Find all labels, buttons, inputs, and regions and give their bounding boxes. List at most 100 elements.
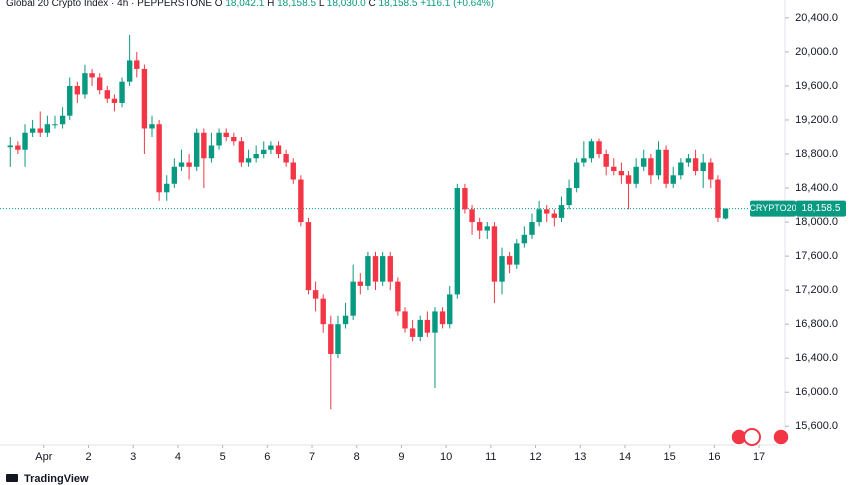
candle bbox=[104, 85, 110, 103]
candle-body bbox=[514, 243, 520, 265]
candle-body bbox=[96, 77, 103, 91]
candle bbox=[7, 136, 13, 167]
brand-logo: TradingView bbox=[6, 473, 89, 485]
candle-body bbox=[648, 158, 654, 176]
candle bbox=[74, 81, 81, 103]
candle bbox=[551, 209, 558, 227]
y-tick-label: 16,400.0 bbox=[795, 352, 838, 364]
candle bbox=[499, 247, 505, 295]
brand-name: TradingView bbox=[24, 473, 89, 485]
candle-body bbox=[566, 188, 572, 206]
candle bbox=[648, 154, 654, 184]
candle-body bbox=[193, 132, 200, 167]
candle bbox=[469, 205, 475, 235]
candle-body bbox=[22, 132, 28, 150]
candle bbox=[223, 128, 229, 142]
x-tick-label: 15 bbox=[664, 451, 676, 463]
candle-body bbox=[275, 145, 282, 155]
candle-body bbox=[663, 149, 669, 184]
candle-body bbox=[641, 158, 647, 167]
event-icon[interactable] bbox=[743, 428, 761, 446]
candle-body bbox=[603, 154, 609, 167]
candle-body bbox=[208, 145, 215, 159]
candle-body bbox=[126, 60, 133, 82]
candle bbox=[29, 119, 36, 137]
candle bbox=[395, 277, 401, 316]
candle bbox=[462, 183, 468, 214]
candle bbox=[491, 222, 498, 303]
candle-body bbox=[104, 90, 110, 99]
candle-body bbox=[29, 128, 36, 133]
price-tag: 18,158.5 bbox=[802, 203, 841, 214]
candle bbox=[529, 213, 535, 240]
candle-body bbox=[722, 208, 729, 219]
candle-body bbox=[521, 234, 528, 244]
candle-body bbox=[462, 188, 468, 210]
candle bbox=[59, 107, 66, 129]
x-tick-label: 5 bbox=[220, 451, 226, 463]
ohlc-key: C bbox=[369, 0, 376, 9]
event-icon[interactable] bbox=[772, 428, 790, 446]
candle-body bbox=[588, 141, 595, 159]
candle bbox=[566, 179, 572, 210]
ohlc-key: L bbox=[319, 0, 325, 9]
x-tick-label: 13 bbox=[574, 451, 586, 463]
candle bbox=[424, 311, 431, 337]
candle bbox=[156, 119, 162, 201]
candle-body bbox=[335, 324, 341, 354]
x-tick-label: 16 bbox=[708, 451, 720, 463]
candle bbox=[603, 149, 609, 176]
candle bbox=[261, 141, 267, 159]
candle bbox=[708, 158, 714, 189]
candle bbox=[186, 154, 192, 180]
candle bbox=[372, 251, 379, 291]
candle-body bbox=[447, 294, 453, 325]
y-tick-label: 20,000.0 bbox=[795, 46, 838, 58]
candle-body bbox=[708, 162, 714, 180]
candle bbox=[37, 111, 43, 137]
candle-body bbox=[283, 154, 289, 163]
candle bbox=[409, 319, 416, 342]
candle bbox=[514, 239, 520, 269]
candle bbox=[700, 154, 706, 189]
legend-header: Global 20 Crypto Index · 4h · PEPPERSTON… bbox=[6, 0, 494, 9]
candle bbox=[715, 175, 721, 223]
candle-body bbox=[372, 256, 379, 282]
candle-body bbox=[82, 73, 88, 95]
candle bbox=[484, 222, 490, 240]
y-tick-label: 17,200.0 bbox=[795, 284, 838, 296]
candle bbox=[558, 196, 565, 223]
candle-body bbox=[320, 298, 326, 325]
candle-body bbox=[186, 162, 192, 167]
candle-body bbox=[573, 162, 580, 189]
candle-body bbox=[611, 166, 617, 172]
candle bbox=[544, 205, 550, 223]
candle-body bbox=[491, 226, 498, 282]
candle bbox=[171, 158, 178, 189]
x-tick-label: 9 bbox=[398, 451, 404, 463]
candle-body bbox=[111, 98, 118, 103]
event-icons[interactable] bbox=[730, 428, 790, 446]
candle-body bbox=[365, 256, 371, 286]
candle bbox=[521, 226, 528, 248]
candle-body bbox=[134, 60, 140, 69]
candle bbox=[655, 141, 662, 180]
candle-body bbox=[499, 256, 505, 282]
candle bbox=[581, 141, 587, 167]
candle bbox=[618, 162, 625, 184]
candle bbox=[283, 149, 289, 167]
y-tick-label: 19,600.0 bbox=[795, 80, 838, 92]
candle bbox=[641, 149, 647, 172]
candle-body bbox=[655, 149, 662, 176]
candle-body bbox=[387, 256, 393, 282]
candle bbox=[454, 183, 461, 299]
candle-body bbox=[454, 188, 461, 295]
candle bbox=[305, 217, 312, 295]
candle-body bbox=[44, 124, 51, 133]
candle bbox=[387, 251, 393, 291]
candle-body bbox=[432, 311, 438, 333]
candle bbox=[164, 175, 170, 201]
candle-body bbox=[7, 145, 13, 148]
